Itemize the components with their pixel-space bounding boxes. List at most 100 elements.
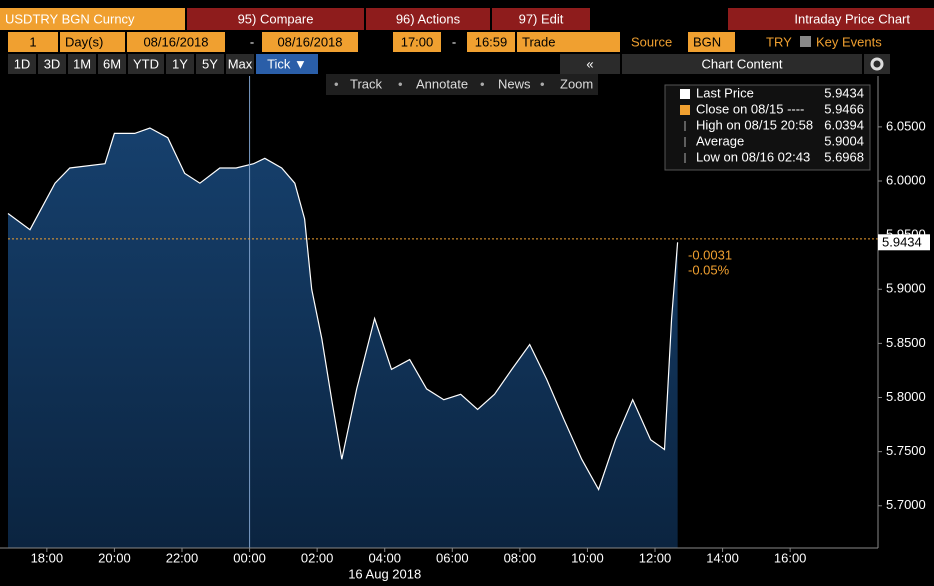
range-button[interactable] <box>196 54 224 74</box>
y-tick-label: 6.0000 <box>886 172 926 187</box>
legend-label: High on 08/15 20:58 <box>696 117 813 132</box>
range-button-label[interactable]: Tick ▼ <box>267 56 307 71</box>
window-title: Intraday Price Chart <box>794 11 910 26</box>
menu-button-label[interactable]: 95) Compare <box>238 11 314 26</box>
gear-icon[interactable] <box>870 57 884 71</box>
start-time-label[interactable]: 17:00 <box>401 34 434 49</box>
settings-button[interactable] <box>864 54 890 74</box>
collapse-button-label[interactable]: « <box>586 56 593 71</box>
security-field[interactable] <box>0 8 185 30</box>
legend-swatch <box>680 105 690 115</box>
end-date[interactable] <box>262 32 358 52</box>
field-select-label[interactable]: Trade <box>522 34 555 49</box>
range-button-label[interactable]: Max <box>228 56 253 71</box>
tool-button[interactable]: Annotate <box>416 76 468 91</box>
legend-value: 6.0394 <box>824 117 864 132</box>
date-label: 16 Aug 2018 <box>348 566 421 581</box>
separator: - <box>452 34 456 49</box>
menu-button-label[interactable]: 97) Edit <box>519 11 564 26</box>
legend-label: Low on 08/16 02:43 <box>696 149 810 164</box>
checkbox[interactable] <box>800 36 811 47</box>
change-label: -0.05% <box>688 263 730 278</box>
x-tick-label: 00:00 <box>233 550 266 565</box>
legend-box <box>664 84 871 171</box>
start-time[interactable] <box>393 32 441 52</box>
menu-button[interactable] <box>366 8 490 30</box>
currency: TRY <box>766 34 792 49</box>
start-date-label[interactable]: 08/16/2018 <box>143 34 208 49</box>
range-button[interactable] <box>226 54 254 74</box>
range-button[interactable] <box>8 54 36 74</box>
tools-bar <box>326 74 598 95</box>
chart-content-button-label[interactable]: Chart Content <box>702 56 783 71</box>
price-line <box>7 127 679 491</box>
start-date[interactable] <box>127 32 225 52</box>
period-unit-label[interactable]: Day(s) <box>65 34 103 49</box>
range-button[interactable] <box>256 54 318 74</box>
x-tick-label: 16:00 <box>774 550 807 565</box>
chart-content-button[interactable] <box>622 54 862 74</box>
tool-button[interactable]: Zoom <box>560 76 593 91</box>
field-select[interactable] <box>517 32 620 52</box>
separator: - <box>250 34 254 49</box>
x-tick-label: 10:00 <box>571 550 604 565</box>
y-tick-label: 5.7000 <box>886 497 926 512</box>
x-tick-label: 02:00 <box>301 550 334 565</box>
last-price-tag <box>878 234 930 251</box>
collapse-button[interactable] <box>560 54 620 74</box>
title-bar <box>728 8 934 30</box>
legend-swatch <box>680 89 690 99</box>
range-button-label[interactable]: 1Y <box>172 56 188 71</box>
legend-value: 5.9004 <box>824 133 864 148</box>
menu-button[interactable] <box>492 8 590 30</box>
legend-value: 5.9434 <box>824 85 864 100</box>
period-field[interactable] <box>8 32 58 52</box>
security-field-label[interactable]: USDTRY BGN Curncy <box>5 11 135 26</box>
period-field-label[interactable]: 1 <box>29 34 36 49</box>
range-button-label[interactable]: 1M <box>73 56 91 71</box>
y-tick-label: 5.8500 <box>886 335 926 350</box>
menu-button[interactable] <box>187 8 364 30</box>
range-button[interactable] <box>38 54 66 74</box>
range-button[interactable] <box>128 54 164 74</box>
key-events: Key Events <box>816 34 882 49</box>
range-button[interactable] <box>68 54 96 74</box>
x-tick-label: 18:00 <box>31 550 64 565</box>
x-tick-label: 22:00 <box>166 550 199 565</box>
tool-icon: • <box>334 76 339 91</box>
range-button[interactable] <box>98 54 126 74</box>
change-label: -0.0031 <box>688 248 732 263</box>
end-time[interactable] <box>467 32 515 52</box>
y-tick-label: 5.7500 <box>886 443 926 458</box>
x-tick-label: 04:00 <box>368 550 401 565</box>
y-tick-label: 6.0500 <box>886 118 926 133</box>
x-tick-label: 20:00 <box>98 550 131 565</box>
y-tick-label: 5.8000 <box>886 389 926 404</box>
last-price-label: 5.9434 <box>882 235 922 250</box>
legend-label: Average <box>696 133 744 148</box>
legend-value: 5.6968 <box>824 149 864 164</box>
range-button-label[interactable]: YTD <box>133 56 159 71</box>
range-button[interactable] <box>166 54 194 74</box>
legend-label: Close on 08/15 ---- <box>696 101 804 116</box>
tool-icon: • <box>480 76 485 91</box>
legend-label: Last Price <box>696 85 754 100</box>
source-field-label[interactable]: BGN <box>693 34 721 49</box>
source-field[interactable] <box>688 32 735 52</box>
menu-button-label[interactable]: 96) Actions <box>396 11 461 26</box>
range-button-label[interactable]: 3D <box>44 56 61 71</box>
tool-button[interactable]: News <box>498 76 531 91</box>
price-area <box>8 128 678 548</box>
x-tick-label: 06:00 <box>436 550 469 565</box>
tool-button[interactable]: Track <box>350 76 383 91</box>
tool-icon: • <box>398 76 403 91</box>
period-unit[interactable] <box>60 32 125 52</box>
range-button-label[interactable]: 6M <box>103 56 121 71</box>
range-button-label[interactable]: 5Y <box>202 56 218 71</box>
x-tick-label: 08:00 <box>504 550 537 565</box>
range-button-label[interactable]: 1D <box>14 56 31 71</box>
end-time-label[interactable]: 16:59 <box>475 34 508 49</box>
end-date-label[interactable]: 08/16/2018 <box>277 34 342 49</box>
